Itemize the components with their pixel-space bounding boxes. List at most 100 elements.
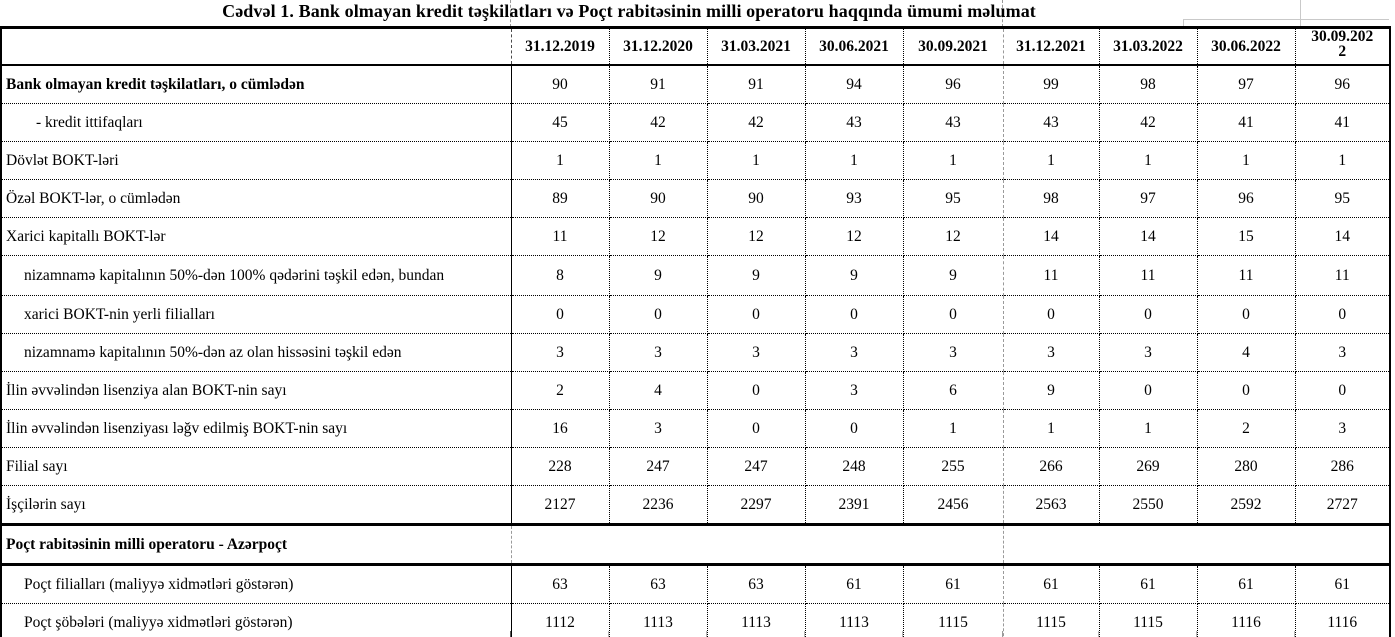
value-cell: 0 xyxy=(511,295,610,334)
value-cell: 0 xyxy=(1197,371,1296,410)
value-cell: 97 xyxy=(1197,65,1296,104)
value-cell: 2456 xyxy=(903,485,1004,525)
page-break-line xyxy=(510,0,511,27)
value-cell: 1 xyxy=(1295,141,1390,180)
value-cell: 255 xyxy=(903,447,1004,486)
value-cell xyxy=(1197,523,1295,566)
value-cell: 2297 xyxy=(707,485,806,525)
value-cell: 0 xyxy=(707,409,806,448)
value-cell: 41 xyxy=(1295,103,1390,142)
column-header: 30.06.2021 xyxy=(805,27,904,66)
value-cell: 2236 xyxy=(609,485,708,525)
value-cell: 1 xyxy=(1197,141,1296,180)
value-cell: 12 xyxy=(805,217,904,256)
value-cell: 4 xyxy=(609,371,708,410)
value-cell: 3 xyxy=(805,333,904,372)
value-cell: 1113 xyxy=(609,603,708,637)
table-row: Bank olmayan kredit təşkilatları, o cüml… xyxy=(1,65,1390,104)
value-cell: 0 xyxy=(609,295,708,334)
value-cell: 90 xyxy=(609,179,708,218)
value-cell: 2563 xyxy=(1003,485,1100,525)
page-title: Cədvəl 1. Bank olmayan kredit təşkilatla… xyxy=(222,1,1036,21)
value-cell: 14 xyxy=(1099,217,1198,256)
value-cell: 14 xyxy=(1295,217,1390,256)
value-cell: 1 xyxy=(511,141,610,180)
value-cell: 15 xyxy=(1197,217,1296,256)
value-cell: 16 xyxy=(511,409,610,448)
corner-header-cell xyxy=(1,27,512,66)
value-cell: 1 xyxy=(609,141,708,180)
table-row: İşçilərin sayı 2127 2236 2297 2391 2456 2563 25… xyxy=(1,485,1390,525)
value-cell: 9 xyxy=(805,255,904,296)
value-cell: 4 xyxy=(1197,333,1296,372)
value-cell: 1 xyxy=(805,141,904,180)
column-header: 30.09.2021 xyxy=(903,27,1004,66)
value-cell xyxy=(511,523,609,566)
value-cell: 2592 xyxy=(1197,485,1296,525)
value-cell: 61 xyxy=(903,564,1004,604)
section-header-row: Poçt rabitəsinin milli operatoru - Azərp… xyxy=(1,523,1390,566)
value-cell: 3 xyxy=(1003,333,1100,372)
value-cell: 8 xyxy=(511,255,610,296)
row-label: Bank olmayan kredit təşkilatları, o cüml… xyxy=(1,65,512,104)
value-cell: 12 xyxy=(707,217,806,256)
value-cell: 0 xyxy=(903,295,1004,334)
value-cell: 0 xyxy=(1099,371,1198,410)
value-cell: 266 xyxy=(1003,447,1100,486)
table-row: Xarici kapitallı BOKT-lər 11 12 12 12 12 14 14 1… xyxy=(1,217,1390,256)
value-cell: 1115 xyxy=(1003,603,1100,637)
value-cell: 2127 xyxy=(511,485,610,525)
row-label: Özəl BOKT-lər, o cümlədən xyxy=(1,179,512,218)
value-cell: 269 xyxy=(1099,447,1198,486)
value-cell: 93 xyxy=(805,179,904,218)
row-label: xarici BOKT-nin yerli filialları xyxy=(1,295,512,334)
value-cell: 61 xyxy=(805,564,904,604)
value-cell: 99 xyxy=(1003,65,1100,104)
value-cell: 1115 xyxy=(1099,603,1198,637)
value-cell: 61 xyxy=(1003,564,1100,604)
table-row: - kredit ittifaqları 45 42 42 43 43 43 42 41 41 xyxy=(1,103,1390,142)
value-cell: 91 xyxy=(707,65,806,104)
value-cell: 247 xyxy=(609,447,708,486)
value-cell: 96 xyxy=(1295,65,1390,104)
value-cell: 42 xyxy=(609,103,708,142)
value-cell: 14 xyxy=(1003,217,1100,256)
value-cell: 9 xyxy=(707,255,806,296)
row-label: nizamnamə kapitalının 50%-dən 100% qədər… xyxy=(1,255,512,296)
value-cell: 11 xyxy=(1295,255,1390,296)
page-break-line xyxy=(1002,0,1003,27)
value-cell: 98 xyxy=(1003,179,1100,218)
value-cell xyxy=(609,523,707,566)
value-cell: 95 xyxy=(1295,179,1390,218)
value-cell: 45 xyxy=(511,103,610,142)
value-cell: 1 xyxy=(1099,409,1198,448)
row-label: Filial sayı xyxy=(1,447,512,486)
value-cell: 1 xyxy=(903,141,1004,180)
column-header: 31.12.2019 xyxy=(511,27,610,66)
value-cell: 0 xyxy=(707,295,806,334)
value-cell: 0 xyxy=(805,295,904,334)
table-row: Filial sayı 228 247 247 248 255 266 269 280 286 xyxy=(1,447,1390,486)
row-label: Dövlət BOKT-ləri xyxy=(1,141,512,180)
value-cell xyxy=(903,523,1004,566)
value-cell: 228 xyxy=(511,447,610,486)
value-cell: 2 xyxy=(1197,409,1296,448)
value-cell: 3 xyxy=(1295,409,1390,448)
value-cell: 96 xyxy=(903,65,1004,104)
value-cell: 3 xyxy=(805,371,904,410)
row-label: İlin əvvəlindən lisenziyası ləğv edilmiş… xyxy=(1,409,512,448)
table-row: Poçt filialları (maliyyə xidmətləri göst… xyxy=(1,564,1390,604)
value-cell: 9 xyxy=(1003,371,1100,410)
value-cell: 43 xyxy=(1003,103,1100,142)
gridline-fragment xyxy=(1183,19,1184,27)
value-cell: 96 xyxy=(1197,179,1296,218)
value-cell xyxy=(1295,523,1390,566)
value-cell: 1113 xyxy=(707,603,806,637)
value-cell: 1 xyxy=(1099,141,1198,180)
value-cell xyxy=(707,523,805,566)
value-cell: 2391 xyxy=(805,485,904,525)
value-cell: 89 xyxy=(511,179,610,218)
value-cell: 1113 xyxy=(805,603,904,637)
value-cell: 63 xyxy=(609,564,708,604)
gridline-fragment xyxy=(1183,19,1389,20)
